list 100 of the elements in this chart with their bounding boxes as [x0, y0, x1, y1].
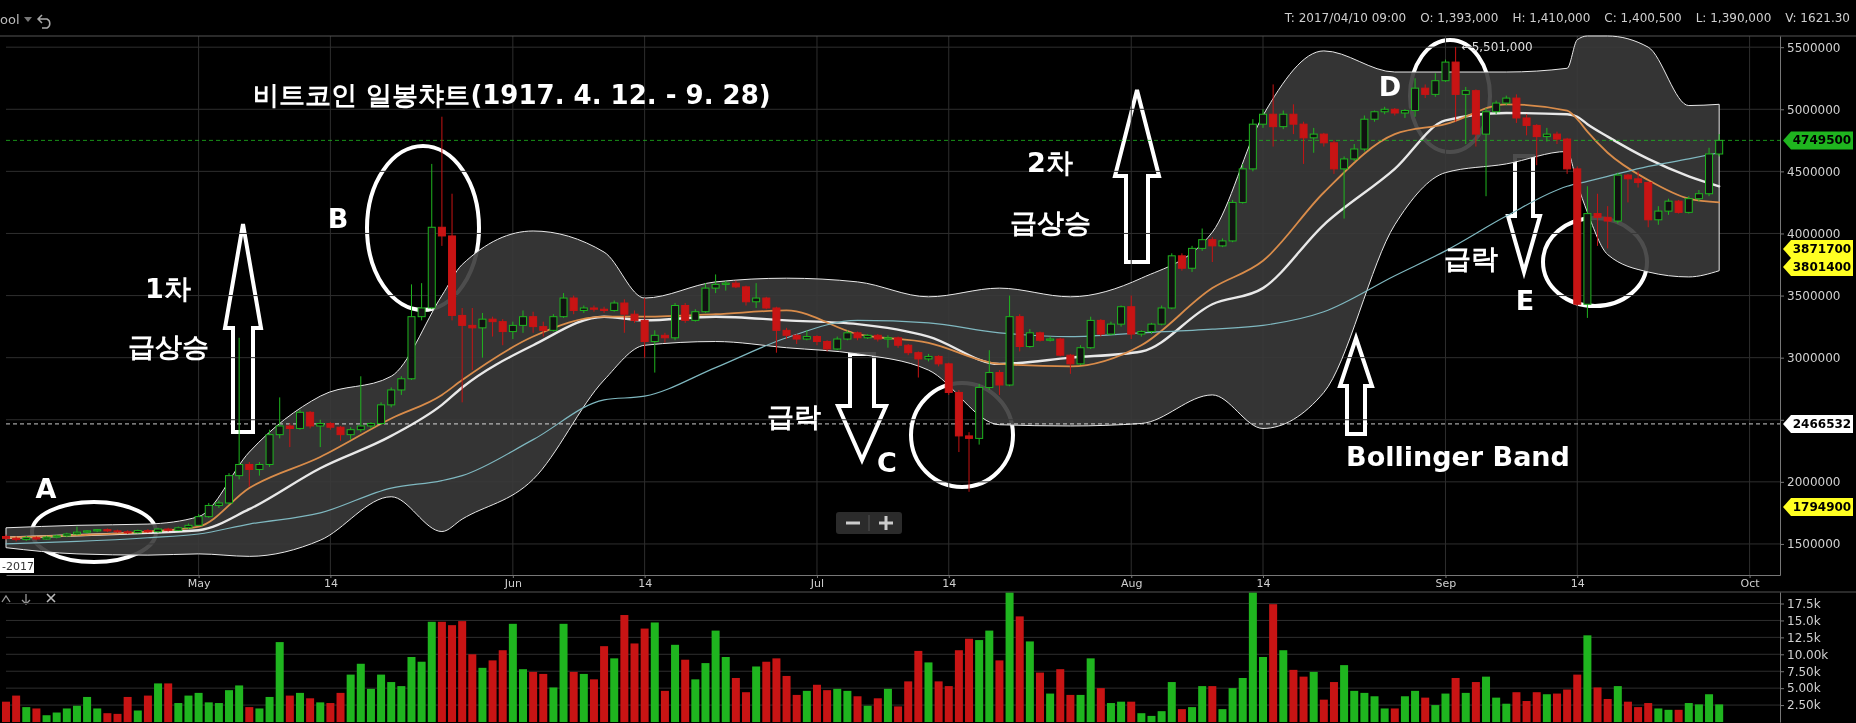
bar	[225, 690, 234, 722]
annotation: B	[327, 202, 349, 234]
x-tick-label: Aug	[1120, 577, 1143, 591]
bar	[762, 661, 771, 722]
bar	[742, 692, 751, 722]
bar	[93, 708, 102, 722]
bar	[863, 705, 872, 722]
x-tick-label: Sep	[1435, 577, 1457, 591]
bar	[1188, 707, 1197, 722]
bar	[1056, 669, 1065, 722]
bar	[731, 677, 740, 722]
annotation: Bollinger Band	[1346, 440, 1570, 472]
bar	[1400, 696, 1409, 722]
bar	[833, 688, 842, 722]
bar	[1137, 713, 1146, 722]
y-tick-label: 2.50k	[1787, 698, 1821, 713]
candlestick	[995, 369, 1004, 396]
bar	[1015, 616, 1024, 722]
bar	[1106, 703, 1115, 722]
candlestick	[1066, 353, 1075, 375]
bar	[1238, 677, 1247, 722]
candlestick	[1634, 170, 1643, 189]
bar	[1522, 701, 1531, 722]
candlestick	[72, 526, 81, 536]
bar	[245, 707, 254, 722]
candlestick	[681, 302, 690, 324]
y-tick-label: 3000000	[1787, 351, 1841, 365]
text: 3871700	[1792, 242, 1852, 256]
annotation: -2017	[2, 560, 34, 573]
bar	[1127, 701, 1136, 722]
bar	[1552, 693, 1561, 722]
bar	[944, 686, 953, 722]
bar	[752, 666, 761, 722]
y-tick-label: 4000000	[1787, 226, 1841, 241]
bar	[711, 630, 720, 722]
bar	[1228, 688, 1237, 722]
bar	[275, 642, 284, 722]
bar	[1563, 689, 1572, 722]
bar	[1046, 693, 1055, 722]
bar	[894, 706, 903, 722]
bar	[255, 708, 264, 722]
bar	[83, 696, 92, 722]
bar	[164, 683, 173, 722]
bar	[1431, 705, 1440, 722]
candlestick	[1279, 110, 1288, 130]
bar	[914, 650, 923, 722]
y-tick-label: 7.50k	[1787, 664, 1821, 679]
bar	[792, 694, 801, 722]
bar	[103, 713, 112, 722]
bar	[12, 695, 21, 722]
bar	[1269, 604, 1278, 722]
x-tick-label: 14	[638, 577, 653, 591]
bar	[22, 707, 31, 722]
bar	[285, 695, 294, 722]
text: H: 1,410,000	[1512, 11, 1591, 25]
bar	[306, 698, 315, 722]
bar	[620, 615, 629, 722]
bar	[174, 703, 183, 722]
y-tick-label: 15.0k	[1787, 613, 1821, 628]
bar	[1593, 687, 1602, 722]
bar	[1299, 676, 1308, 722]
bar	[42, 715, 51, 722]
bar	[589, 679, 598, 722]
bar	[1694, 704, 1703, 722]
y-tick-label: 10.00k	[1787, 647, 1829, 662]
candlestick	[498, 318, 507, 346]
bar	[1329, 682, 1338, 722]
candlestick	[1269, 83, 1278, 148]
bar	[508, 623, 517, 722]
candlestick	[437, 116, 446, 247]
bar	[802, 690, 811, 722]
candlestick	[377, 401, 386, 426]
bar	[1512, 692, 1521, 722]
bar	[1360, 692, 1369, 722]
bar	[549, 687, 558, 722]
bar	[397, 686, 406, 722]
text: V: 1621.30	[1785, 11, 1850, 25]
bar	[1086, 658, 1095, 722]
bar	[691, 679, 700, 722]
bar	[1390, 708, 1399, 722]
annotation: 급상승	[1009, 206, 1091, 238]
annotation: 1차	[145, 272, 191, 304]
candlestick	[650, 329, 659, 374]
bar	[488, 660, 497, 722]
bar	[52, 712, 61, 722]
bar	[883, 688, 892, 722]
bar	[204, 702, 213, 722]
bar	[569, 671, 578, 722]
candlestick	[275, 396, 284, 439]
bar	[1117, 701, 1126, 722]
candlestick	[914, 350, 923, 379]
x-tick-label: May	[187, 577, 211, 591]
bar	[853, 696, 862, 722]
candlestick	[1188, 245, 1197, 273]
candlestick	[1411, 77, 1420, 118]
annotation: C	[877, 446, 897, 478]
candlestick	[1623, 173, 1632, 203]
bar	[1005, 592, 1014, 722]
x-tick-label: 14	[1570, 577, 1585, 591]
y-tick-label: 4500000	[1787, 164, 1841, 179]
